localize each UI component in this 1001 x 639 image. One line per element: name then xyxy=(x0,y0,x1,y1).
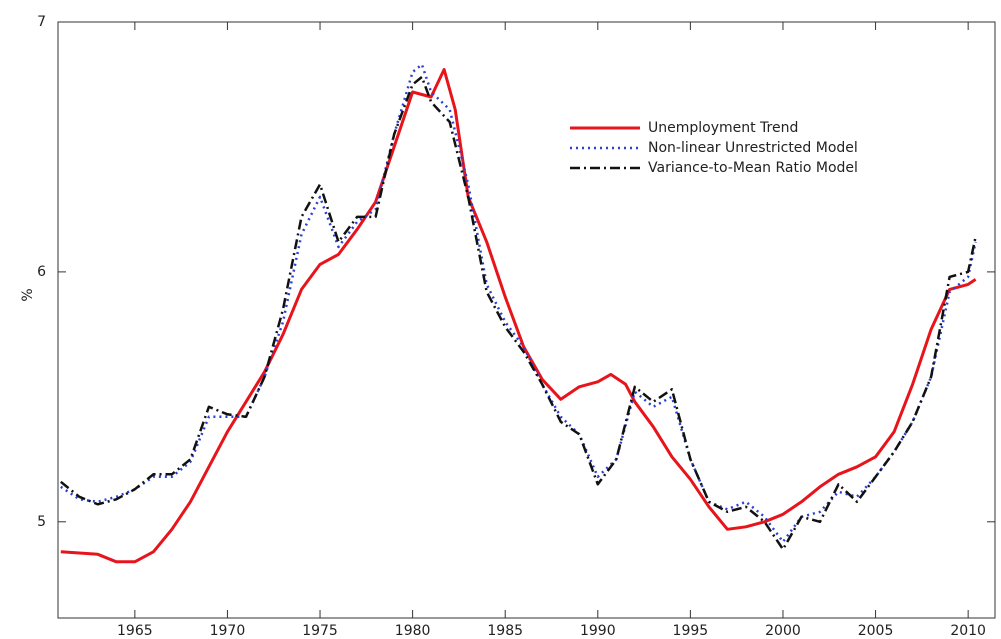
x-tick-label: 1965 xyxy=(117,623,153,639)
x-tick-label: 2005 xyxy=(858,623,894,639)
y-axis-label: % xyxy=(20,288,36,301)
series-line xyxy=(60,75,977,551)
x-tick-label: 1990 xyxy=(580,623,616,639)
x-tick-label: 1985 xyxy=(487,623,523,639)
legend-label: Variance-to-Mean Ratio Model xyxy=(648,160,858,176)
x-tick-label: 1975 xyxy=(302,623,338,639)
plot-frame xyxy=(57,21,996,619)
legend-label: Non-linear Unrestricted Model xyxy=(648,140,858,156)
x-tick-label: 1995 xyxy=(673,623,709,639)
x-tick-label: 2000 xyxy=(765,623,801,639)
y-tick-label: 5 xyxy=(37,514,46,530)
legend-label: Unemployment Trend xyxy=(648,120,798,136)
x-tick-label: 1980 xyxy=(395,623,431,639)
series-line xyxy=(60,63,977,544)
y-tick-label: 6 xyxy=(37,264,46,280)
x-tick-label: 2010 xyxy=(950,623,986,639)
y-tick-label: 7 xyxy=(37,14,46,30)
x-tick-label: 1970 xyxy=(210,623,246,639)
